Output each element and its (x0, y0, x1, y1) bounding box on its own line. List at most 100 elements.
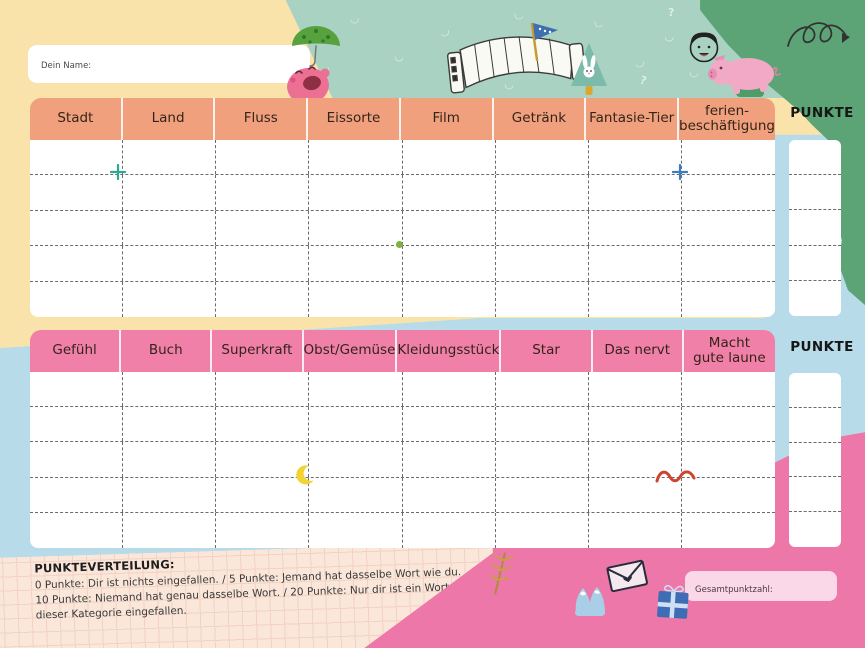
table-cell[interactable] (123, 512, 217, 548)
umbrella-icon (287, 26, 340, 100)
table-cell[interactable] (309, 140, 403, 175)
table-cell[interactable] (216, 372, 310, 407)
col-header-land: Land (123, 98, 216, 140)
table-cell[interactable] (309, 442, 403, 477)
sparkle-icon (110, 164, 126, 180)
table-cell[interactable] (30, 512, 124, 548)
table-cell[interactable] (30, 442, 124, 477)
table-cell[interactable] (123, 246, 217, 281)
name-label: Dein Name: (41, 61, 92, 71)
col-header-getraenk: Getränk (494, 98, 587, 140)
table-cell[interactable] (216, 442, 310, 477)
table-cell[interactable] (403, 477, 496, 512)
table-cell[interactable] (309, 175, 403, 210)
table-cell[interactable] (216, 477, 310, 512)
table-cell[interactable] (216, 281, 310, 317)
table-row (30, 372, 775, 408)
table-cell[interactable] (216, 175, 310, 210)
table-cell[interactable] (123, 210, 217, 246)
table-cell[interactable] (403, 210, 496, 246)
table-cell[interactable] (123, 407, 217, 442)
table-cell[interactable] (589, 281, 682, 317)
table-cell[interactable] (216, 512, 310, 548)
table-cell[interactable] (589, 175, 682, 210)
table2-body (30, 372, 775, 548)
sparkle-icon (672, 164, 688, 180)
table-cell[interactable] (496, 281, 589, 317)
table-cell[interactable] (403, 372, 496, 407)
table-cell[interactable] (682, 372, 775, 406)
table-cell[interactable] (589, 512, 682, 548)
table-cell[interactable] (216, 407, 310, 442)
name-input[interactable]: Dein Name: (28, 45, 310, 83)
table-cell[interactable] (123, 175, 217, 210)
table-cell[interactable] (30, 477, 124, 512)
table-cell[interactable] (496, 477, 589, 512)
table-cell[interactable] (682, 211, 775, 245)
table-cell[interactable] (496, 442, 589, 477)
table-cell[interactable] (496, 246, 589, 281)
table-cell[interactable] (403, 442, 496, 477)
dot-icon (396, 241, 403, 248)
table-cell[interactable] (30, 210, 124, 246)
table-cell[interactable] (309, 281, 403, 317)
table-cell[interactable] (589, 477, 682, 512)
table-row (789, 175, 841, 211)
col-header-superkraft: Superkraft (212, 330, 304, 372)
table-cell[interactable] (589, 442, 682, 477)
table-cell[interactable] (309, 477, 403, 512)
table-cell[interactable] (682, 407, 775, 441)
table-cell[interactable] (589, 140, 682, 175)
table-cell[interactable] (309, 246, 403, 281)
table-cell[interactable] (123, 442, 217, 477)
table-cell[interactable] (309, 372, 403, 407)
table-cell[interactable] (496, 140, 589, 175)
gift-icon (657, 584, 689, 619)
table-cell[interactable] (216, 246, 310, 281)
table-cell[interactable] (496, 407, 589, 442)
boy-face-icon (689, 32, 719, 63)
table-cell[interactable] (30, 140, 124, 175)
table-cell[interactable] (216, 210, 310, 246)
table-cell[interactable] (309, 210, 403, 246)
table-cell[interactable] (682, 175, 775, 209)
table-cell[interactable] (309, 407, 403, 442)
table-cell[interactable] (682, 246, 775, 280)
moon-icon (296, 465, 314, 485)
table-cell[interactable] (123, 477, 217, 512)
table-cell[interactable] (682, 513, 775, 548)
table-cell[interactable] (30, 407, 124, 442)
col-header-das-nervt: Das nervt (593, 330, 684, 372)
table-cell[interactable] (403, 281, 496, 317)
table-cell[interactable] (403, 246, 496, 281)
points-column-1 (789, 140, 841, 316)
table-cell[interactable] (30, 281, 124, 317)
table-cell[interactable] (496, 210, 589, 246)
total-score-input[interactable]: Gesamtpunktzahl: (685, 571, 837, 601)
table-cell[interactable] (682, 282, 775, 317)
table-cell[interactable] (589, 210, 682, 246)
table-cell[interactable] (496, 175, 589, 210)
table-cell[interactable] (589, 246, 682, 281)
table-cell[interactable] (309, 512, 403, 548)
table-cell[interactable] (682, 140, 775, 174)
table-cell[interactable] (123, 372, 217, 407)
table-cell[interactable] (496, 372, 589, 407)
table-cell[interactable] (123, 140, 217, 175)
points-column-2 (789, 373, 841, 547)
table-cell[interactable] (403, 140, 496, 175)
table-cell[interactable] (30, 175, 124, 210)
table-cell[interactable] (30, 372, 124, 407)
table-cell[interactable] (589, 372, 682, 407)
table-cell[interactable] (403, 175, 496, 210)
table-cell[interactable] (403, 512, 496, 548)
table-cell[interactable] (123, 281, 217, 317)
table-cell[interactable] (403, 407, 496, 442)
col-header-macht-gute-laune: Macht gute laune (693, 334, 766, 366)
table-cell[interactable] (30, 246, 124, 281)
table-cell[interactable] (589, 407, 682, 442)
table-cell[interactable] (216, 140, 310, 175)
table-cell[interactable] (496, 512, 589, 548)
col-header-buch: Buch (121, 330, 213, 372)
